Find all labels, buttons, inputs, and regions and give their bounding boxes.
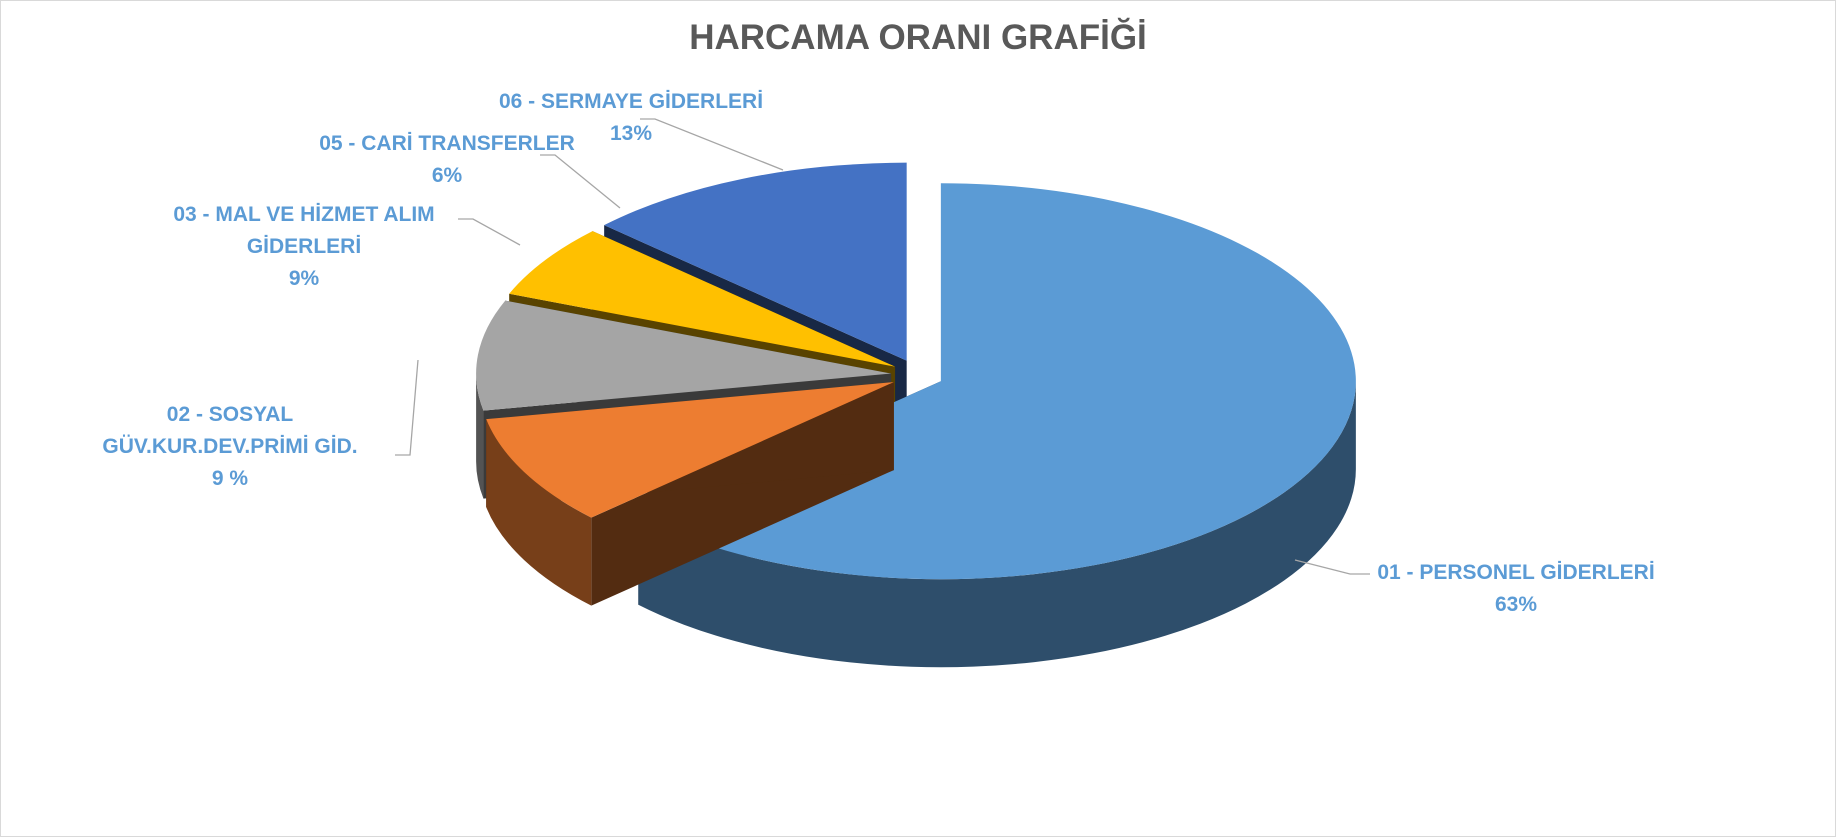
leader-line [640, 118, 784, 171]
data-label: 06 - SERMAYE GİDERLERİ 13% [481, 86, 781, 150]
category-label: 05 - CARİ TRANSFERLER [319, 132, 575, 155]
value-label: 9% [288, 267, 320, 290]
pie-slice [486, 382, 894, 518]
category-label: 06 - SERMAYE GİDERLERİ [498, 90, 764, 113]
pie-slice [476, 300, 892, 411]
value-label: 63% [1494, 593, 1538, 616]
leader-line [458, 218, 521, 246]
category-label: 02 - SOSYAL GÜV.KUR.DEV.PRİMİ GİD. [102, 403, 358, 458]
chart-title: HARCAMA ORANI GRAFİĞİ [689, 18, 1147, 57]
category-label: 03 - MAL VE HİZMET ALIM GİDERLERİ [173, 203, 435, 258]
slice-side [476, 373, 484, 499]
data-label: 02 - SOSYAL GÜV.KUR.DEV.PRİMİ GİD. 9 % [80, 399, 380, 495]
slice-side [638, 381, 1356, 668]
pie-slice [604, 162, 907, 361]
data-label: 01 - PERSONEL GİDERLERİ 63% [1336, 557, 1696, 621]
data-label: 03 - MAL VE HİZMET ALIM GİDERLERİ 9% [139, 199, 469, 295]
slice-side [486, 419, 592, 606]
leader-line [395, 359, 419, 456]
value-label: 6% [431, 164, 463, 187]
category-label: 01 - PERSONEL GİDERLERİ [1377, 561, 1655, 584]
value-label: 13% [609, 122, 653, 145]
leader-line [1294, 559, 1370, 575]
leader-line [540, 154, 621, 209]
data-label: 05 - CARİ TRANSFERLER 6% [297, 128, 597, 192]
value-label: 9 % [211, 467, 249, 490]
pie-slice [509, 231, 896, 367]
